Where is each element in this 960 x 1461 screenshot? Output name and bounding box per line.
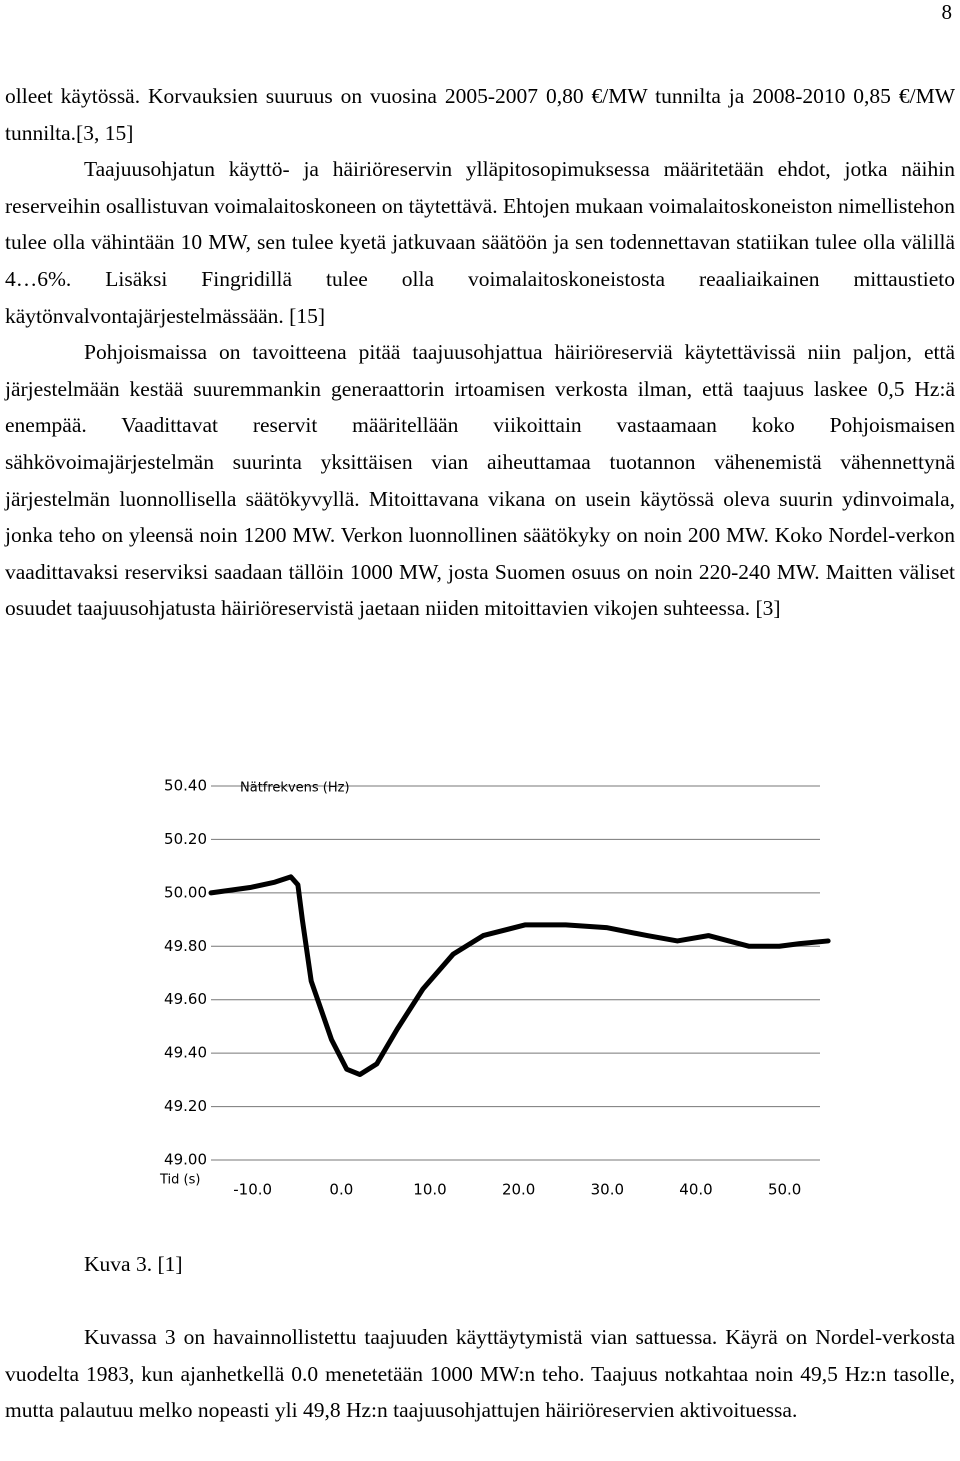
y-tick-label: 49.00 (164, 1151, 207, 1169)
chart: 50.40 50.20 50.00 49.80 49.60 49.40 49.20 49.00… (159, 777, 831, 1199)
line-series (208, 874, 831, 1078)
legend-label: Nätfrekvens (Hz) (240, 781, 350, 796)
body-text: olleet käytössä. Korvauksien suuruus on … (5, 78, 955, 627)
paragraph: Taajuusohjatun käyttö- ja häiriöreservin… (5, 157, 955, 328)
body-text: Kuvassa 3 on havainnollistettu taajuuden… (5, 1319, 955, 1429)
x-tick-label: 10.0 (413, 1181, 446, 1199)
y-tick-label: 49.40 (164, 1044, 207, 1062)
y-tick-label: 49.80 (164, 937, 207, 955)
paragraph: Pohjoismaissa on tavoitteena pitää taaju… (5, 340, 955, 621)
y-tick-label: 50.00 (164, 883, 207, 901)
paragraph: olleet käytössä. Korvauksien suuruus on … (5, 84, 955, 145)
x-tick-label: 0.0 (329, 1181, 353, 1199)
x-axis-label: Tid (s) (159, 1173, 200, 1188)
y-tick-label: 49.60 (164, 990, 207, 1008)
x-tick-label: 50.0 (768, 1181, 801, 1199)
y-tick-label: 50.20 (164, 830, 207, 848)
page-number: 8 (941, 0, 953, 24)
x-tick-label: -10.0 (233, 1181, 272, 1199)
x-tick-label: 20.0 (502, 1181, 535, 1199)
y-tick-label: 50.40 (164, 777, 207, 795)
x-tick-label: 30.0 (591, 1181, 624, 1199)
x-tick-label: 40.0 (679, 1181, 712, 1199)
y-tick-label: 49.20 (164, 1097, 207, 1115)
paragraph: Kuvassa 3 on havainnollistettu taajuuden… (5, 1325, 955, 1423)
caption: Kuva 3. [1] (84, 1252, 183, 1276)
